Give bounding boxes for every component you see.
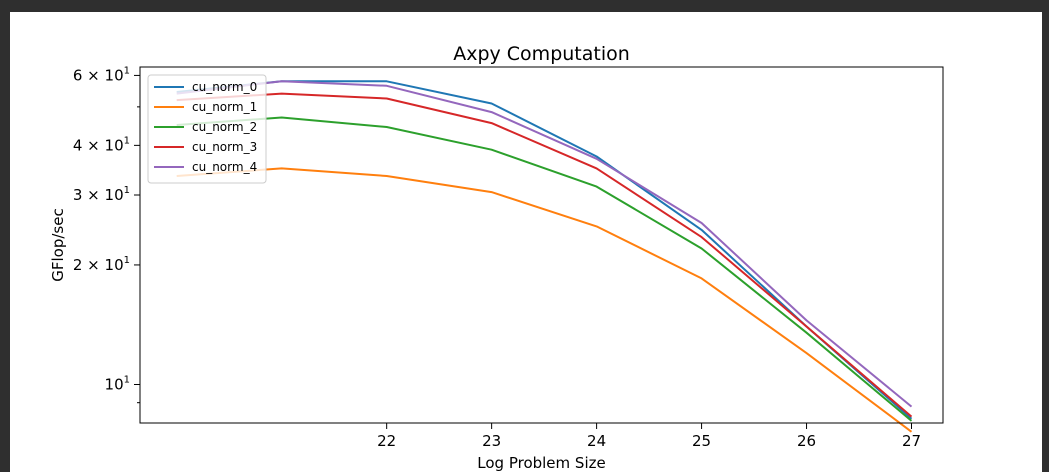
series-line-cu_norm_2 (176, 116, 913, 422)
y-axis-label: GFlop/sec (49, 208, 67, 281)
chart-window: Axpy Computation Log Problem Size GFlop/… (10, 12, 1042, 472)
x-tick-label: 26 (797, 432, 816, 450)
series-layer (176, 80, 913, 433)
y-tick-label: 2 × 101 (73, 255, 130, 274)
y-tick-label: 3 × 101 (73, 185, 130, 204)
y-tick-label: 6 × 101 (73, 65, 130, 84)
y-tick-label: 101 (105, 375, 130, 394)
legend-box (147, 74, 267, 184)
legend-label-cu_norm_3: cu_norm_3 (192, 140, 257, 154)
x-tick-label: 22 (377, 432, 396, 450)
x-tick-label: 23 (482, 432, 501, 450)
axes-layer: 22 23 24 25 26 27 101 2 × 101 3 × 101 4 × 101 6 × … (73, 65, 921, 450)
series-line-cu_norm_1 (176, 167, 913, 433)
x-tick-label: 25 (692, 432, 711, 450)
series-line-cu_norm_3 (176, 92, 913, 418)
x-axis-label: Log Problem Size (477, 454, 605, 472)
legend-label-cu_norm_4: cu_norm_4 (192, 160, 257, 174)
series-line-cu_norm_4 (176, 80, 913, 408)
x-tick-label: 24 (587, 432, 606, 450)
plot-area (139, 66, 944, 424)
series-line-cu_norm_0 (176, 80, 913, 420)
axpy-chart: Axpy Computation Log Problem Size GFlop/… (49, 43, 944, 472)
legend: cu_norm_0 cu_norm_1 cu_norm_2 cu_norm_3 cu_n… (147, 74, 267, 184)
legend-label-cu_norm_1: cu_norm_1 (192, 100, 257, 114)
legend-label-cu_norm_2: cu_norm_2 (192, 120, 257, 134)
y-tick-label: 4 × 101 (73, 135, 130, 154)
chart-title: Axpy Computation (453, 43, 630, 65)
legend-label-cu_norm_0: cu_norm_0 (192, 80, 257, 94)
x-tick-label: 27 (902, 432, 921, 450)
